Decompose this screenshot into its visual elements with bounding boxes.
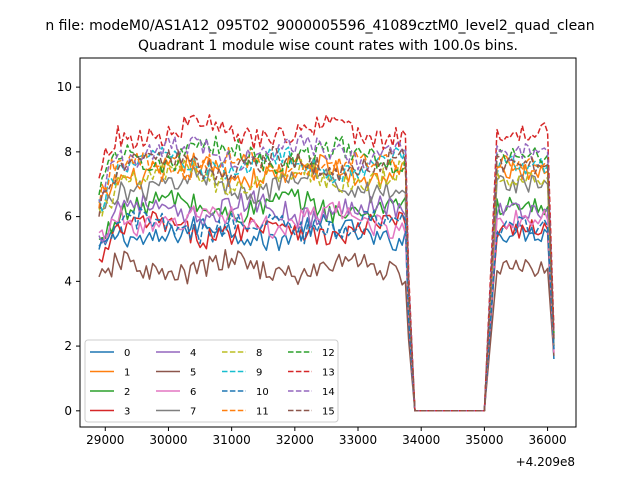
x-tick-label: 30000 <box>149 433 187 447</box>
legend-label-0: 0 <box>124 348 130 359</box>
legend-label-3: 3 <box>124 407 130 418</box>
y-tick-label: 0 <box>64 404 72 418</box>
x-tick-label: 36000 <box>528 433 566 447</box>
series-15-line <box>98 145 555 412</box>
legend-label-9: 9 <box>256 368 262 379</box>
y-tick-label: 8 <box>64 145 72 159</box>
legend-box <box>84 339 339 423</box>
x-tick-label: 32000 <box>276 433 314 447</box>
legend-label-13: 13 <box>322 368 335 379</box>
chart-suptitle: n file: modeM0/AS1A12_095T02_9000005596_… <box>45 18 594 34</box>
x-tick-label: 34000 <box>402 433 440 447</box>
y-tick-label: 6 <box>64 210 72 224</box>
legend-label-8: 8 <box>256 348 262 359</box>
y-axis: 0 2 4 6 8 10 <box>57 80 80 418</box>
y-tick-label: 2 <box>64 339 72 353</box>
legend-label-14: 14 <box>322 387 335 398</box>
legend-label-1: 1 <box>124 368 130 379</box>
legend-label-4: 4 <box>190 348 196 359</box>
x-offset-label: +4.209e8 <box>516 455 575 469</box>
legend-label-6: 6 <box>190 387 196 398</box>
plot-frame <box>79 57 577 428</box>
legend-label-11: 11 <box>256 407 269 418</box>
legend-label-15: 15 <box>322 407 335 418</box>
series-10-line <box>98 206 555 412</box>
legend-label-10: 10 <box>256 387 269 398</box>
legend-label-5: 5 <box>190 368 196 379</box>
y-tick-label: 10 <box>57 80 72 94</box>
legend-label-2: 2 <box>124 387 130 398</box>
x-tick-label: 29000 <box>86 433 124 447</box>
y-tick-label: 4 <box>64 274 72 288</box>
chart-title: Quadrant 1 module wise count rates with … <box>138 38 518 54</box>
x-axis: 29000 30000 31000 32000 33000 34000 35000 36000 <box>86 427 567 447</box>
x-tick-label: 31000 <box>213 433 251 447</box>
x-tick-label: 35000 <box>465 433 503 447</box>
x-tick-label: 33000 <box>339 433 377 447</box>
legend-label-12: 12 <box>322 348 335 359</box>
legend-label-7: 7 <box>190 407 196 418</box>
plot-area <box>79 57 577 428</box>
